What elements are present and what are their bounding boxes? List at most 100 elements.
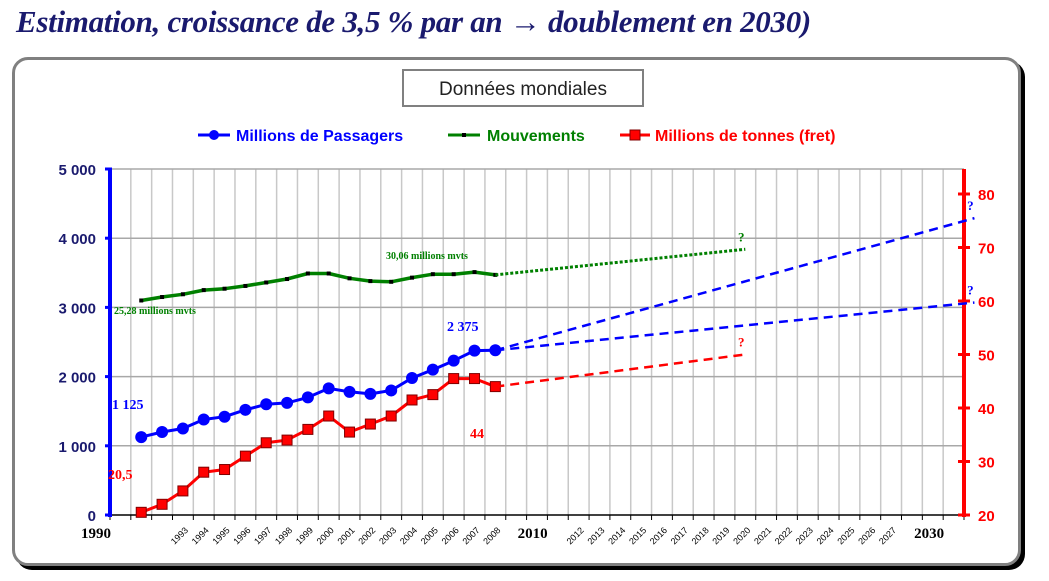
y-axis-right-tick-label: 40	[978, 401, 995, 418]
projection-question-mark: ?	[967, 198, 974, 213]
data-point-fret	[156, 498, 168, 510]
x-axis-rotated-label: 2024	[815, 525, 836, 546]
data-point-mouvements	[160, 295, 165, 300]
data-point-fret	[219, 464, 231, 476]
x-axis-rotated-label: 2017	[669, 525, 690, 546]
legend-mouvements-marker	[462, 133, 466, 137]
data-point-passagers	[406, 371, 419, 384]
x-axis-rotated-label: 2015	[627, 525, 648, 546]
legend-fret-label: Millions de tonnes (fret)	[655, 128, 835, 145]
annotation-label: 20,5	[108, 468, 133, 483]
x-axis-rotated-label: 1996	[231, 525, 252, 546]
annotation-label: 2 375	[447, 320, 479, 335]
chart-frame	[12, 57, 1021, 566]
y-axis-right-tick-label: 70	[978, 241, 995, 258]
x-axis-rotated-label: 1995	[210, 525, 231, 546]
data-point-passagers	[260, 398, 273, 411]
y-axis-right-tick-label: 80	[978, 187, 995, 204]
data-point-mouvements	[451, 272, 456, 277]
x-axis-major-label: 2030	[914, 526, 944, 542]
data-point-mouvements	[222, 286, 227, 291]
axes: 0 1 000 2 000 3 000 4 000 5 000 20 30 40 50 60 70 80	[58, 162, 994, 525]
data-point-mouvements	[180, 292, 185, 297]
data-point-fret	[198, 466, 210, 478]
legend-fret-marker	[629, 129, 641, 141]
data-point-mouvements	[430, 272, 435, 277]
y-axis-left-tick-label: 0	[88, 508, 96, 525]
x-axis-rotated-label: 1993	[169, 525, 190, 546]
chart-title: Données mondiales	[439, 79, 607, 100]
data-point-passagers	[176, 422, 189, 435]
data-point-fret	[344, 426, 356, 438]
x-axis-rotated-label: 2007	[460, 525, 481, 546]
data-point-passagers	[364, 387, 377, 400]
x-axis-rotated-label: 2021	[752, 525, 773, 546]
annotation-label: 30,06 millions mvts	[386, 251, 468, 262]
x-axis-rotated-label: 2002	[356, 525, 377, 546]
projection-line	[495, 247, 746, 277]
x-axis-rotated-label: 2018	[690, 525, 711, 546]
x-axis-rotated-label: 2023	[794, 525, 815, 546]
data-point-passagers	[239, 403, 252, 416]
data-point-passagers	[447, 354, 460, 367]
legend: Millions de Passagers Mouvements Million…	[198, 128, 835, 145]
data-point-fret	[323, 410, 335, 422]
data-point-passagers	[156, 425, 169, 438]
x-axis-rotated-label: 2016	[648, 525, 669, 546]
x-axis-rotated-label: 2003	[377, 525, 398, 546]
x-axis-major-label: 2010	[518, 526, 548, 542]
headline: Estimation, croissance de 3,5 % par an →…	[16, 4, 811, 39]
projection-question-mark: ?	[738, 335, 745, 350]
legend-mouvements-label: Mouvements	[487, 128, 585, 145]
data-point-fret	[469, 373, 481, 385]
data-point-fret	[427, 389, 439, 401]
data-point-fret	[260, 437, 272, 449]
projection-question-mark: ?	[967, 283, 974, 298]
data-point-mouvements	[264, 280, 269, 285]
x-axis-rotated-label: 2019	[710, 525, 731, 546]
data-point-mouvements	[368, 279, 373, 284]
projection-line	[495, 301, 975, 352]
annotation-label: 1 125	[112, 398, 144, 413]
y-axis-left-tick-label: 5 000	[58, 162, 96, 179]
data-point-mouvements	[305, 271, 310, 276]
y-axis-right-tick-label: 50	[978, 348, 995, 365]
x-axis-rotated-label: 2006	[440, 525, 461, 546]
grid	[110, 168, 965, 515]
data-point-mouvements	[472, 270, 477, 275]
data-point-mouvements	[347, 276, 352, 281]
series-layer	[135, 216, 975, 518]
data-point-fret	[239, 450, 251, 462]
x-axis-rotated-label: 2005	[419, 525, 440, 546]
y-axis-right-tick-label: 30	[978, 455, 995, 472]
data-point-mouvements	[326, 271, 331, 276]
data-point-mouvements	[243, 283, 248, 288]
data-point-fret	[302, 423, 314, 435]
title-box	[402, 69, 644, 107]
data-point-passagers	[281, 396, 294, 409]
legend-passagers-marker	[209, 130, 219, 140]
x-axis-rotated-label: 1999	[294, 525, 315, 546]
data-point-mouvements	[285, 277, 290, 282]
data-point-fret	[364, 418, 376, 430]
x-axis-rotated-label: 2020	[731, 525, 752, 546]
data-point-mouvements	[410, 275, 415, 280]
x-axis-rotated-label: 1998	[273, 525, 294, 546]
y-axis-left-tick-label: 4 000	[58, 231, 96, 248]
data-point-passagers	[135, 431, 148, 444]
x-axis-rotated-label: 2013	[585, 525, 606, 546]
data-point-passagers	[468, 344, 481, 357]
data-point-passagers	[197, 413, 210, 426]
x-axis-rotated-label: 2004	[398, 525, 419, 546]
x-axis-rotated-label: 2027	[877, 525, 898, 546]
legend-passagers-label: Millions de Passagers	[236, 128, 403, 145]
data-point-fret	[385, 410, 397, 422]
y-axis-right-tick-label: 60	[978, 294, 995, 311]
series-line	[140, 270, 496, 303]
data-point-passagers	[385, 384, 398, 397]
x-axis-major-label: 1990	[81, 526, 111, 542]
projection-line	[495, 353, 746, 388]
data-point-fret	[406, 394, 418, 406]
x-axis-rotated-label: 2008	[481, 525, 502, 546]
data-point-fret	[448, 373, 460, 385]
